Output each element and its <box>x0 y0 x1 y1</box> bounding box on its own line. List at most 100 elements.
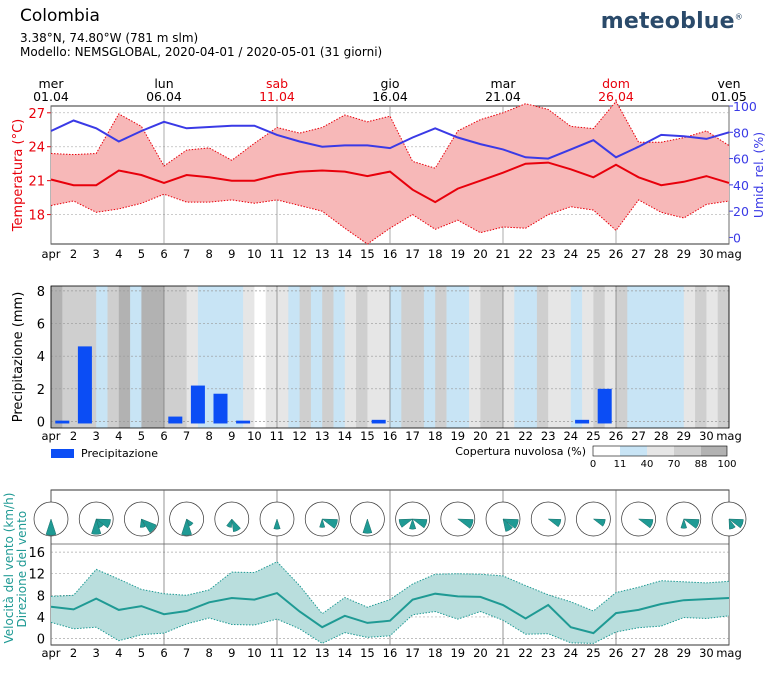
x-tick-label: 13 <box>315 247 330 261</box>
x-tick-label: 18 <box>428 429 443 443</box>
x-tick-label: 26 <box>609 247 624 261</box>
x-tick-label: 15 <box>360 429 375 443</box>
precipitation-bar <box>168 416 183 424</box>
wind-rose-sector <box>95 518 111 529</box>
cloud-cover-strip <box>118 286 131 428</box>
cloud-cover-legend-swatch <box>647 446 674 456</box>
precipitation-axis-label: Precipitazione (mm) <box>11 292 26 423</box>
temp-tick-label: 24 <box>28 141 45 156</box>
wind-rose <box>530 501 566 537</box>
cloud-cover-strip <box>141 286 154 428</box>
cloud-cover-strip <box>209 286 221 428</box>
x-tick-label: 23 <box>541 247 556 261</box>
wind-rose-sector <box>45 518 57 536</box>
cloud-cover-legend-swatch <box>701 446 727 456</box>
cloud-cover-strip <box>51 286 63 428</box>
temperature-max-line <box>50 100 730 169</box>
temperature-panel: 18212427020406080100mer01.04lun06.04sab1… <box>11 76 766 261</box>
top-weekday-label: mar <box>491 76 517 91</box>
humidity-tick-label: 20 <box>733 204 749 219</box>
x-tick-label: 8 <box>206 646 213 660</box>
precipitation-bar <box>190 385 205 424</box>
x-tick-label: 23 <box>541 429 556 443</box>
humidity-line <box>50 119 730 160</box>
wind-rose <box>440 501 476 537</box>
x-tick-label: 7 <box>183 429 190 443</box>
temperature-min-line <box>50 193 730 245</box>
x-tick-label: 9 <box>228 247 235 261</box>
x-tick-label: 18 <box>428 646 443 660</box>
cloud-cover-legend-label: Copertura nuvolosa (%) <box>455 445 586 458</box>
x-tick-label: 12 <box>292 429 307 443</box>
cloud-cover-strip <box>62 286 74 428</box>
wind-rose-sector <box>592 518 606 527</box>
wind-rose-sector <box>683 518 700 529</box>
cloud-cover-strip <box>604 286 617 428</box>
wind-rose-sector <box>186 518 194 527</box>
humidity-tick-label: 60 <box>733 152 749 167</box>
wind-rose <box>78 501 114 537</box>
x-tick-label: 23 <box>541 646 556 660</box>
cloud-cover-strip <box>254 286 267 428</box>
cloud-cover-strip <box>288 286 300 428</box>
cloud-cover-strip <box>322 286 334 428</box>
precip-tick-label: 6 <box>37 318 45 333</box>
cloud-cover-strip <box>582 286 594 428</box>
cloud-cover-strip <box>356 286 368 428</box>
x-tick-label: 11 <box>270 646 285 660</box>
wind-rose <box>576 501 611 537</box>
x-tick-label: 27 <box>631 429 646 443</box>
cloud-cover-legend-swatch <box>674 446 701 456</box>
cloud-cover-strip <box>536 286 549 428</box>
cloud-cover-strip <box>559 286 572 428</box>
x-tick-label: 27 <box>631 247 646 261</box>
wind-mean-line <box>50 591 730 635</box>
wind-rose-sector <box>91 518 102 535</box>
humidity-tick-label: 0 <box>733 230 741 245</box>
cloud-cover-strip <box>480 286 493 428</box>
cloud-cover-legend-tick: 40 <box>641 459 654 470</box>
x-tick-label: mag <box>716 646 742 660</box>
x-tick-label: 13 <box>315 429 330 443</box>
x-tick-label: apr <box>41 429 60 443</box>
x-tick-label: 26 <box>609 646 624 660</box>
x-tick-label: 17 <box>405 646 420 660</box>
humidity-tick-label: 80 <box>733 125 749 140</box>
cloud-cover-strip <box>457 286 470 428</box>
cloud-cover-strip <box>243 286 255 428</box>
wind-rose-sector <box>411 518 428 529</box>
top-date-label: 11.04 <box>259 89 295 104</box>
wind-rose-sector <box>728 518 736 530</box>
cloud-cover-strip <box>333 286 346 428</box>
wind-rose-sector <box>547 518 562 528</box>
temp-tick-label: 27 <box>28 107 45 122</box>
cloud-cover-legend-tick: 100 <box>717 459 736 470</box>
x-tick-label: 3 <box>93 429 100 443</box>
x-tick-label: 28 <box>654 429 669 443</box>
top-weekday-label: gio <box>380 76 399 91</box>
top-weekday-label: mer <box>38 76 64 91</box>
top-date-label: 21.04 <box>485 89 521 104</box>
wind-rose-sector <box>95 518 105 529</box>
x-tick-label: 30 <box>699 247 714 261</box>
top-weekday-label: dom <box>602 76 630 91</box>
x-tick-label: 29 <box>676 429 691 443</box>
x-tick-label: 15 <box>360 646 375 660</box>
cloud-cover-strip <box>390 286 402 428</box>
precip-tick-label: 0 <box>37 415 45 430</box>
x-tick-label: 9 <box>228 429 235 443</box>
wind-tick-label: 16 <box>28 546 45 561</box>
wind-tick-label: 8 <box>37 589 45 604</box>
x-tick-label: mag <box>716 429 742 443</box>
meteoblue-logo[interactable]: meteoblue® <box>600 9 743 34</box>
x-tick-label: 6 <box>160 247 167 261</box>
x-tick-label: 21 <box>496 646 511 660</box>
wind-rose <box>33 501 69 537</box>
x-tick-label: 10 <box>247 646 262 660</box>
precip-tick-label: 2 <box>37 383 45 398</box>
x-tick-label: 30 <box>699 646 714 660</box>
model-text: Modello: NEMSGLOBAL, 2020-04-01 / 2020-0… <box>20 45 383 59</box>
cloud-cover-strip <box>570 286 583 428</box>
location-title: Colombia <box>20 6 100 26</box>
wind-rose <box>621 501 656 537</box>
